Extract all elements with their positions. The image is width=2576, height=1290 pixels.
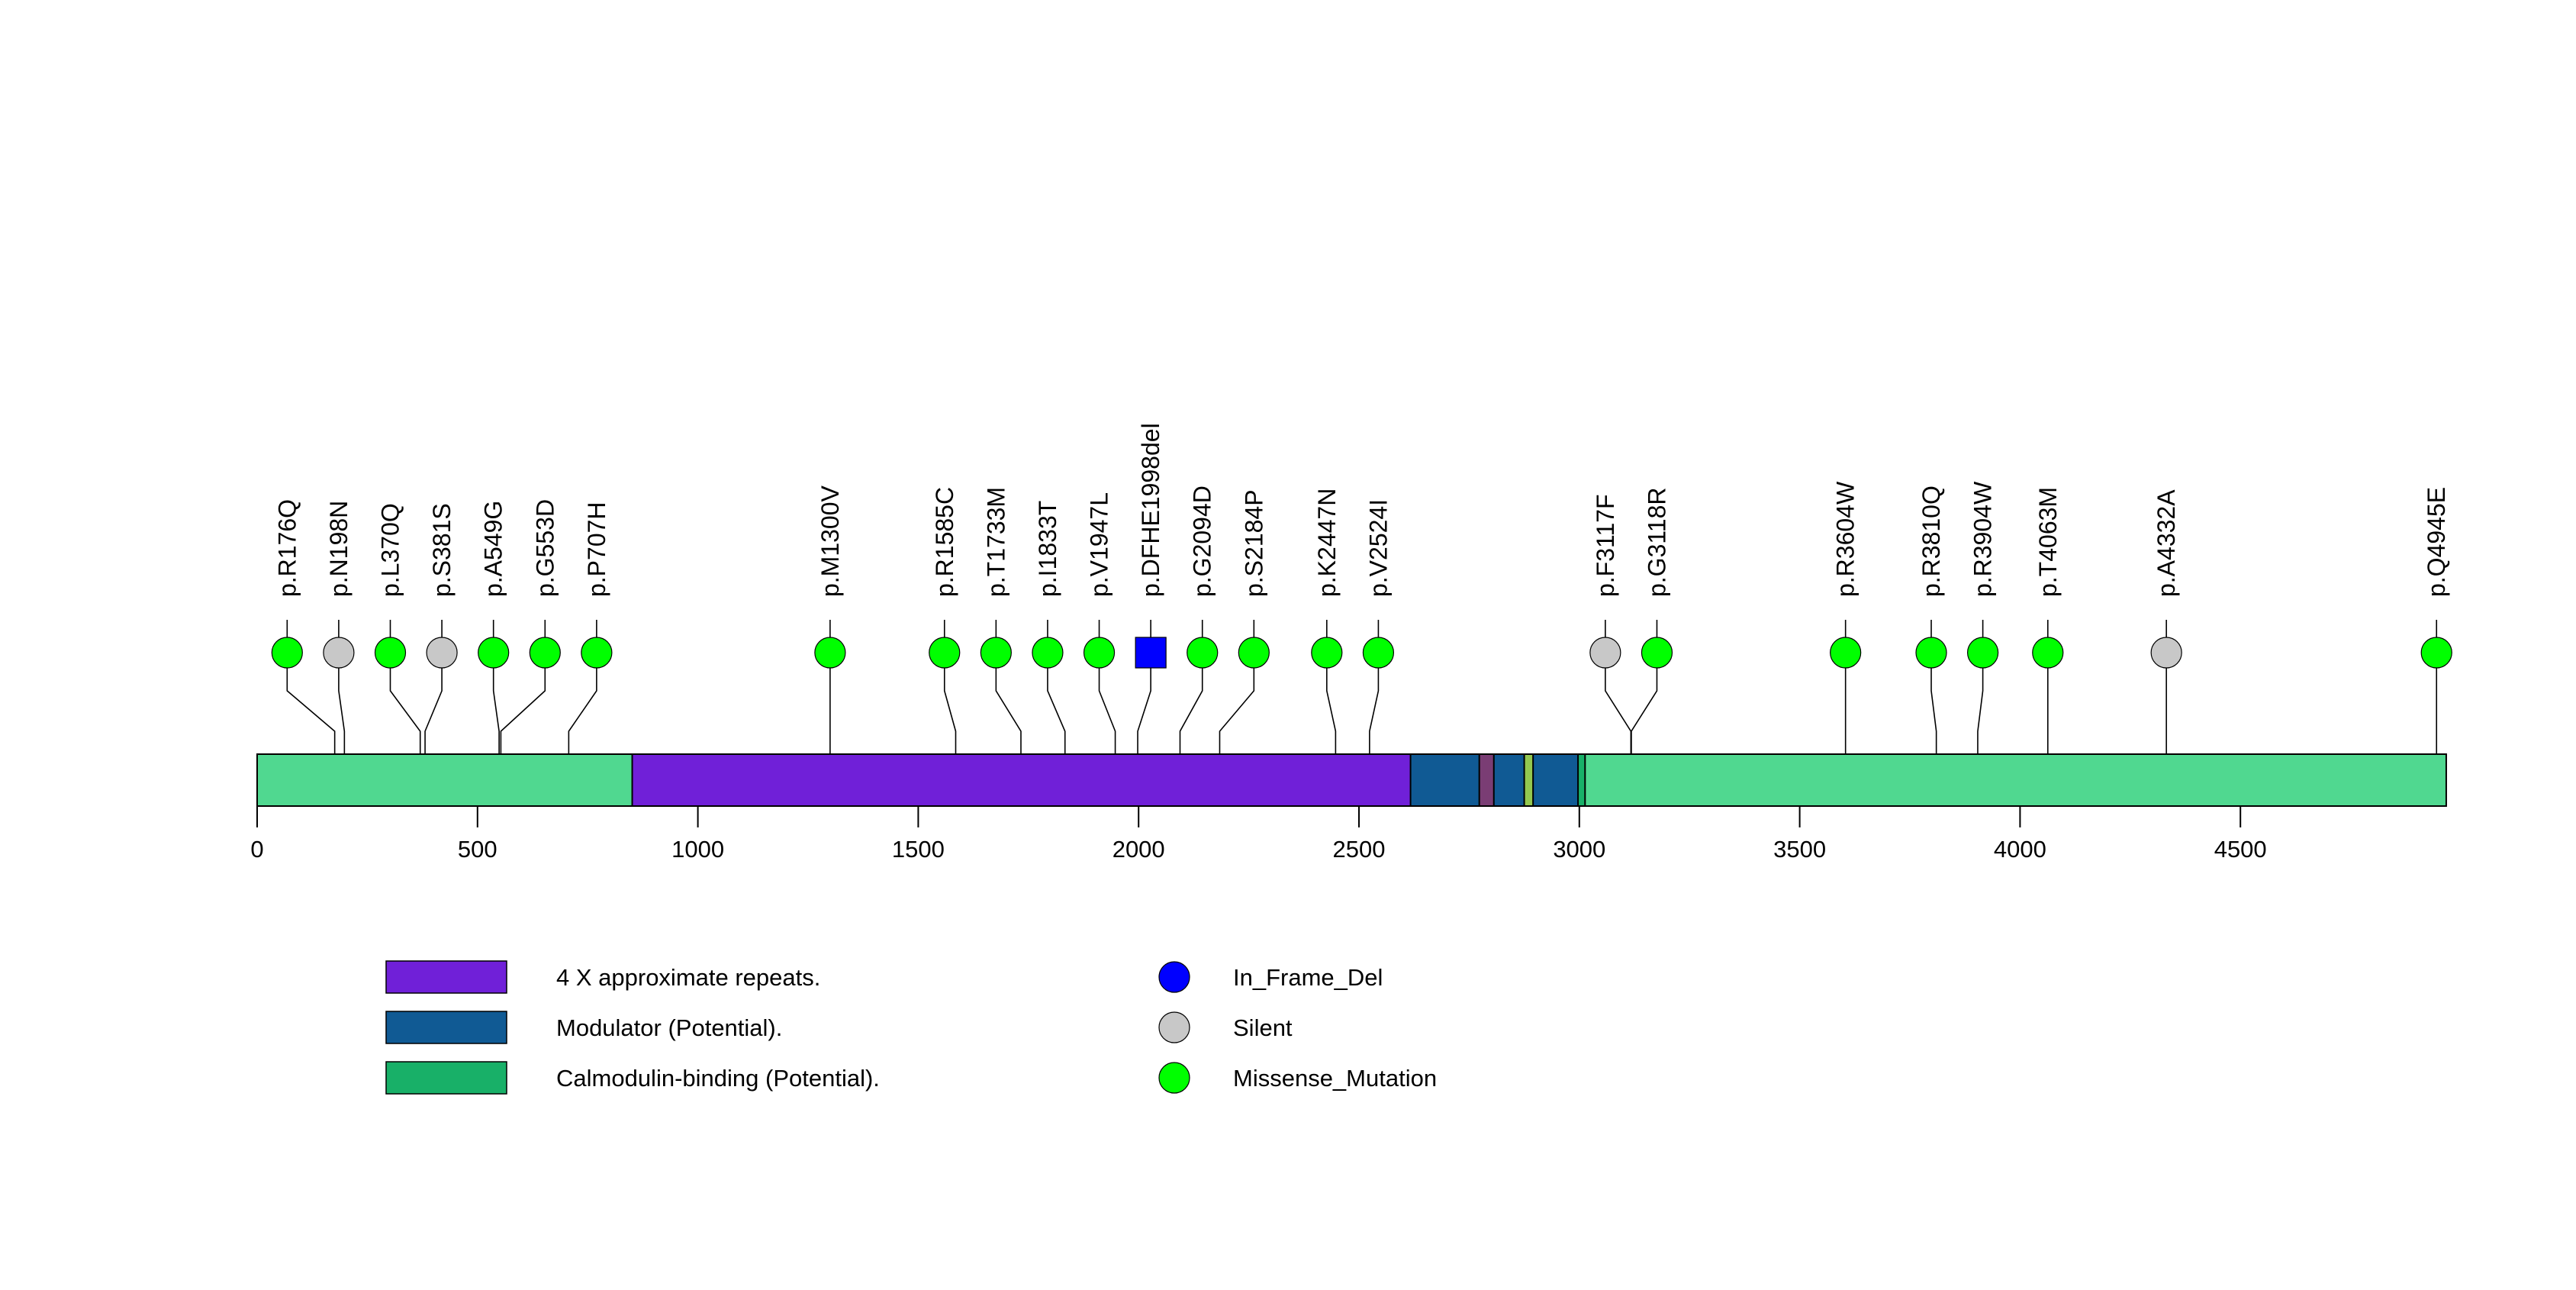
domain-segment [1523,753,1534,807]
silent-marker [426,637,458,669]
mutation-label: p.T4063M [2034,487,2062,597]
legend-domain-swatch [385,1061,507,1095]
domain-segment [1584,753,2447,807]
mutation-label: p.N198N [325,501,353,597]
mutation-label: p.V1947L [1086,492,1113,597]
legend-type-marker [1158,961,1190,993]
mutation-label: p.R3904W [1969,481,1997,597]
protein-domain-bar [256,753,2447,807]
legend-domain-swatch [385,1011,507,1044]
mutation-label: p.I1833T [1034,501,1061,597]
mutation-label: p.G2094D [1189,485,1216,597]
mutation-label: p.R3810Q [1918,485,1945,597]
missense-marker [374,637,407,669]
domain-segment [631,753,1412,807]
mutation-label: p.G3118R [1643,488,1670,598]
mutation-label: p.S381S [428,503,456,597]
mutation-label: p.G553D [531,499,559,597]
mutation-label: p.L370Q [377,503,404,597]
axis-tick-label: 2500 [1333,836,1386,863]
legend-type-label: Silent [1233,1014,1293,1041]
missense-marker [929,637,961,669]
missense-marker [1830,637,1862,669]
missense-marker [814,637,846,669]
missense-marker [271,637,303,669]
missense-marker [1083,637,1116,669]
mutation-label: p.M1300V [816,485,844,597]
mutation-label: p.R1585C [931,487,958,597]
axis-tick-label: 1500 [892,836,945,863]
mutation-labels: p.R176Q p.N198N p.L370Q p.S381S p.A549G p.G55… [273,423,2450,597]
mutation-label: p.R3604W [1832,481,1860,597]
axis-tick-label: 4500 [2214,836,2267,863]
mutation-label: p.DFHE1998del [1137,423,1164,597]
missense-marker [980,637,1012,669]
missense-marker [1641,637,1673,669]
axis-tick-label: 1000 [671,836,724,863]
silent-marker [323,637,355,669]
mutation-label: p.A549G [480,501,507,597]
missense-marker [2420,637,2452,669]
legend-domain-swatch [385,960,507,994]
missense-marker [1967,637,1999,669]
mutation-label: p.K2447N [1313,489,1341,597]
missense-marker [1362,637,1395,669]
missense-marker [2032,637,2064,669]
mutation-label: p.Q4945E [2423,487,2450,597]
missense-marker [1311,637,1343,669]
mutation-label: p.P707H [583,501,610,597]
legend-type-marker [1158,1062,1190,1094]
axis-tick-label: 500 [458,836,497,863]
domain-segment [1478,753,1496,807]
mutation-label: p.F3117F [1592,494,1619,597]
legend-type-label: Missense_Mutation [1233,1065,1437,1092]
axis-tick-label: 3500 [1773,836,1826,863]
legend-type-label: In_Frame_Del [1233,964,1383,991]
mutation-label: p.T1733M [982,487,1009,597]
axis-tick-label: 2000 [1113,836,1165,863]
legend-domain-label: 4 X approximate repeats. [556,964,820,991]
legend: 4 X approximate repeats. Modulator (Poten… [385,960,1437,1095]
silent-marker [2150,637,2182,669]
legend-domain-label: Modulator (Potential). [556,1014,782,1041]
domain-segment [256,753,634,807]
legend-mutation-types: In_Frame_Del Silent Missense_Mutation [1158,961,1437,1094]
mutation-label: p.V2524I [1364,499,1392,597]
missense-marker [581,637,613,669]
legend-type-marker [1158,1011,1190,1043]
missense-marker [478,637,510,669]
axis-tick-label: 4000 [1994,836,2046,863]
legend-domain-label: Calmodulin-binding (Potential). [556,1065,880,1092]
mutation-markers [271,637,2452,669]
mutation-label: p.R176Q [273,499,301,597]
domain-segment [1492,753,1526,807]
legend-domains: 4 X approximate repeats. Modulator (Poten… [385,960,880,1095]
domain-segment [1409,753,1481,807]
in-frame-del-marker [1135,637,1167,669]
missense-marker [529,637,561,669]
axis-tick-label: 0 [250,836,263,863]
x-axis: 0 500 1000 1500 2000 2500 3000 3500 4000 4500 [250,806,2267,863]
missense-marker [1187,637,1219,669]
missense-marker [1032,637,1064,669]
silent-marker [1589,637,1621,669]
axis-tick-label: 3000 [1553,836,1605,863]
mutation-label: p.A4332A [2153,489,2180,597]
domain-segment [1532,753,1579,807]
missense-marker [1915,637,1947,669]
mutation-label: p.S2184P [1240,489,1267,597]
missense-marker [1238,637,1270,669]
